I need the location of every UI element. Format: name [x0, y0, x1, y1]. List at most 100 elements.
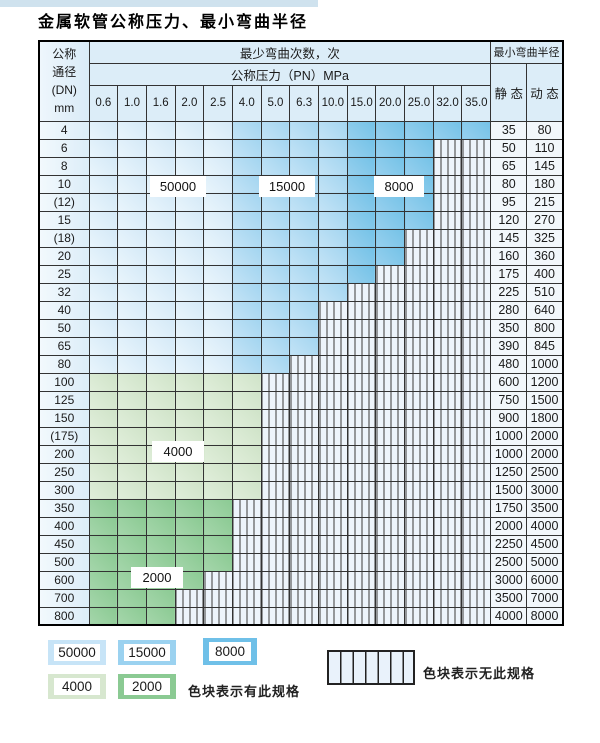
no-spec-cell: [432, 192, 463, 212]
no-spec-cell: [346, 336, 377, 356]
spec-cell: [145, 408, 176, 428]
dn-label: 300: [38, 480, 90, 500]
static-radius-value: 390: [490, 336, 528, 356]
zone-label-15000: 15000: [259, 176, 315, 197]
static-radius-value: 750: [490, 390, 528, 410]
spec-cell: [88, 354, 119, 374]
no-spec-cell: [404, 372, 434, 392]
dn-label: 400: [38, 516, 90, 536]
spec-cell: [289, 138, 319, 158]
spec-cell: [88, 120, 119, 140]
spec-cell: [117, 372, 147, 392]
spec-cell: [289, 210, 319, 230]
no-spec-cell: [318, 336, 348, 356]
spec-cell: [318, 264, 348, 284]
dynamic-radius-value: 4000: [526, 516, 564, 536]
no-spec-cell: [404, 570, 434, 590]
spec-cell: [346, 120, 377, 140]
no-spec-cell: [404, 588, 434, 608]
table-row: 600 3000 6000: [38, 570, 564, 590]
no-spec-cell: [461, 318, 492, 338]
spec-cell: [117, 588, 147, 608]
spec-cell: [289, 336, 319, 356]
no-spec-cell: [231, 534, 262, 554]
dynamic-radius-value: 845: [526, 336, 564, 356]
spec-cell: [289, 228, 319, 248]
spec-cell: [174, 318, 205, 338]
no-spec-cell: [461, 246, 492, 266]
no-spec-cell: [432, 138, 463, 158]
spec-cell: [88, 480, 119, 500]
zone-label-8000: 8000: [374, 176, 424, 197]
no-spec-cell: [461, 480, 492, 500]
spec-cell: [174, 462, 205, 482]
no-spec-cell: [375, 444, 406, 464]
spec-cell: [88, 390, 119, 410]
pressure-col-header: 6.3: [289, 84, 319, 122]
table-row: 50 350 800: [38, 318, 564, 338]
no-spec-cell: [461, 336, 492, 356]
bend-cycles-header: 最少弯曲次数，次: [88, 40, 492, 64]
static-radius-value: 280: [490, 300, 528, 320]
no-spec-cell: [346, 570, 377, 590]
spec-cell: [174, 138, 205, 158]
spec-cell: [145, 246, 176, 266]
spec-cell: [231, 138, 262, 158]
spec-cell: [145, 354, 176, 374]
spec-cell: [203, 534, 233, 554]
no-spec-cell: [375, 606, 406, 626]
spec-cell: [174, 516, 205, 536]
no-spec-cell: [461, 228, 492, 248]
dn-column-header: 公称 通径 (DN) mm: [38, 40, 90, 122]
dn-label: 20: [38, 246, 90, 266]
no-spec-cell: [404, 228, 434, 248]
spec-cell: [260, 354, 291, 374]
spec-cell: [88, 192, 119, 212]
spec-cell: [289, 300, 319, 320]
no-spec-cell: [404, 426, 434, 446]
spec-cell: [145, 120, 176, 140]
no-spec-cell: [432, 228, 463, 248]
no-spec-cell: [375, 408, 406, 428]
no-spec-cell: [318, 354, 348, 374]
spec-cell: [145, 336, 176, 356]
no-spec-cell: [260, 552, 291, 572]
no-spec-cell: [289, 354, 319, 374]
table-row: (175) 1000 2000: [38, 426, 564, 446]
spec-cell: [203, 192, 233, 212]
spec-cell: [231, 156, 262, 176]
spec-cell: [231, 336, 262, 356]
no-spec-cell: [461, 354, 492, 374]
spec-cell: [117, 246, 147, 266]
dynamic-radius-value: 5000: [526, 552, 564, 572]
spec-cell: [289, 156, 319, 176]
dn-label: 100: [38, 372, 90, 392]
spec-cell: [231, 318, 262, 338]
dynamic-radius-value: 800: [526, 318, 564, 338]
spec-cell: [289, 120, 319, 140]
pressure-header: 公称压力（PN）MPa: [88, 62, 492, 86]
no-spec-cell: [318, 372, 348, 392]
spec-cell: [145, 606, 176, 626]
no-spec-cell: [318, 552, 348, 572]
spec-cell: [117, 210, 147, 230]
spec-cell: [203, 318, 233, 338]
legend-swatch-4000: 4000: [48, 674, 106, 699]
no-spec-cell: [461, 138, 492, 158]
no-spec-cell: [375, 336, 406, 356]
pressure-col-header: 5.0: [260, 84, 291, 122]
no-spec-cell: [461, 552, 492, 572]
pressure-col-header: 0.6: [88, 84, 119, 122]
no-spec-cell: [375, 390, 406, 410]
spec-cell: [260, 228, 291, 248]
spec-cell: [318, 228, 348, 248]
spec-cell: [289, 282, 319, 302]
legend-available-text: 色块表示有此规格: [188, 684, 301, 699]
static-radius-value: 2250: [490, 534, 528, 554]
spec-cell: [461, 120, 492, 140]
no-spec-cell: [203, 588, 233, 608]
spec-cell: [231, 372, 262, 392]
spec-cell: [174, 372, 205, 392]
page-title: 金属软管公称压力、最小弯曲半径: [38, 12, 309, 31]
spec-cell: [231, 228, 262, 248]
